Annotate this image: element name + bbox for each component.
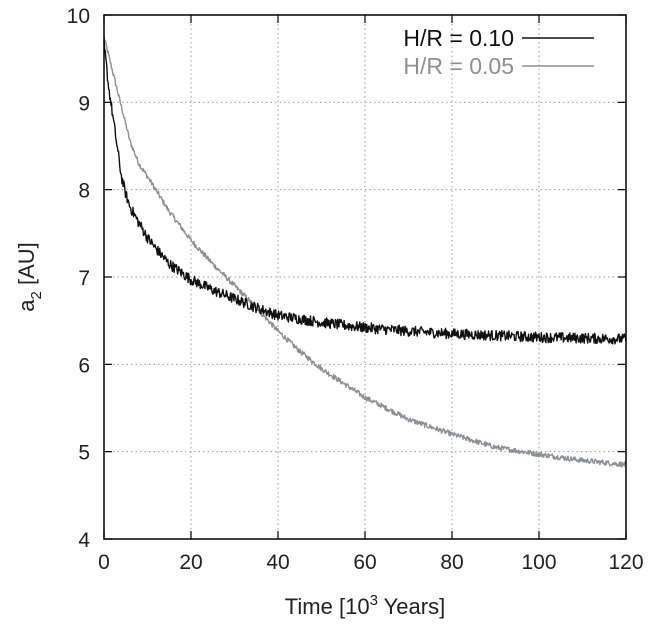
y-axis-title: a2 [AU] xyxy=(14,242,45,312)
series-layer xyxy=(103,35,627,468)
x-axis-title: Time [103 Years] xyxy=(285,592,445,619)
x-tick-labels: 0 20 40 60 80 100 120 xyxy=(98,551,643,574)
series-line-0 xyxy=(103,40,627,345)
legend: H/R = 0.10 H/R = 0.05 xyxy=(403,25,594,79)
x-tick-label: 120 xyxy=(608,551,643,574)
legend-label-h-r-0-05: H/R = 0.05 xyxy=(403,53,514,79)
x-tick-label: 20 xyxy=(179,551,202,574)
x-tick-label: 100 xyxy=(521,551,556,574)
y-tick-label: 10 xyxy=(67,5,90,28)
y-tick-labels: 4 5 6 7 8 9 10 xyxy=(67,5,91,552)
y-tick-label: 8 xyxy=(78,180,90,203)
x-tick-label: 60 xyxy=(353,551,376,574)
x-tick-label: 0 xyxy=(98,551,110,574)
y-tick-label: 9 xyxy=(78,92,90,115)
y-tick-label: 4 xyxy=(78,529,90,552)
legend-label-h-r-0-10: H/R = 0.10 xyxy=(403,25,514,51)
y-tick-label: 6 xyxy=(78,354,90,377)
x-tick-label: 40 xyxy=(266,551,289,574)
x-tick-label: 80 xyxy=(440,551,463,574)
gridlines xyxy=(104,15,626,539)
y-tick-label: 7 xyxy=(78,267,90,290)
tick-marks xyxy=(103,14,627,540)
y-tick-label: 5 xyxy=(78,442,90,465)
series-line-1 xyxy=(103,35,627,468)
